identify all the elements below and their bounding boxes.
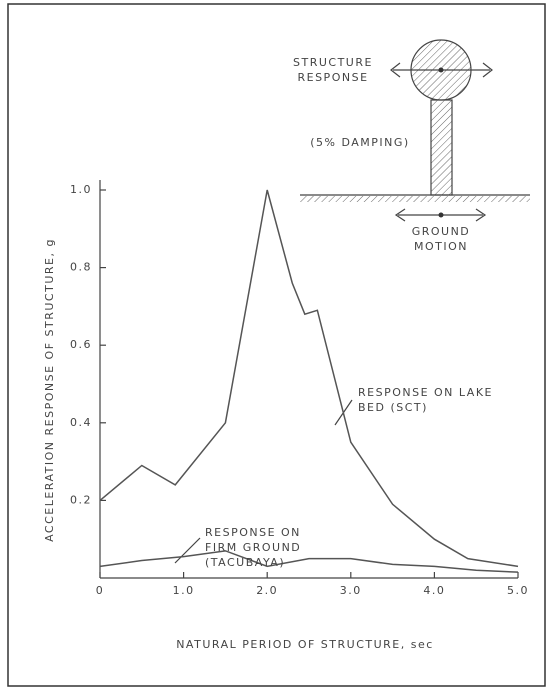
annotation: FIRM GROUND [205, 541, 301, 554]
data-line [100, 551, 518, 572]
dot [439, 213, 444, 218]
column [431, 100, 452, 195]
annotation: (TACUBAYA) [205, 556, 285, 569]
annotation: BED (SCT) [358, 401, 428, 414]
diagram-label: GROUND [412, 225, 471, 238]
leader [175, 538, 200, 563]
x-tick-label: 2.0 [256, 584, 278, 597]
diagram-label: RESPONSE [297, 71, 368, 84]
y-tick-label: 0.2 [70, 493, 92, 506]
annotation: RESPONSE ON LAKE [358, 386, 493, 399]
inset-diagram: STRUCTURE RESPONSE (5% DAMPING) GROUND M… [293, 40, 530, 253]
x-tick-label: 3.0 [340, 584, 362, 597]
x-tick-label: 1.0 [173, 584, 195, 597]
ground-hatch [300, 196, 530, 202]
diagram-label: (5% DAMPING) [310, 136, 409, 149]
y-tick-label: 0.4 [70, 416, 92, 429]
y-tick-label: 1.0 [70, 183, 92, 196]
y-tick-label: 0.8 [70, 261, 92, 274]
x-tick-label: 4.0 [423, 584, 445, 597]
y-axis-title: ACCELERATION RESPONSE OF STRUCTURE, g [43, 238, 56, 542]
x-axis-title: NATURAL PERIOD OF STRUCTURE, sec [176, 638, 434, 651]
x-tick-label: 5.0 [507, 584, 529, 597]
annotation: RESPONSE ON [205, 526, 301, 539]
chart: STRUCTURE RESPONSE (5% DAMPING) GROUND M… [0, 0, 553, 688]
diagram-label: STRUCTURE [293, 56, 373, 69]
x-tick-label: 0 [96, 584, 105, 597]
diagram-label: MOTION [414, 240, 468, 253]
dot [439, 68, 444, 73]
y-tick-label: 0.6 [70, 338, 92, 351]
